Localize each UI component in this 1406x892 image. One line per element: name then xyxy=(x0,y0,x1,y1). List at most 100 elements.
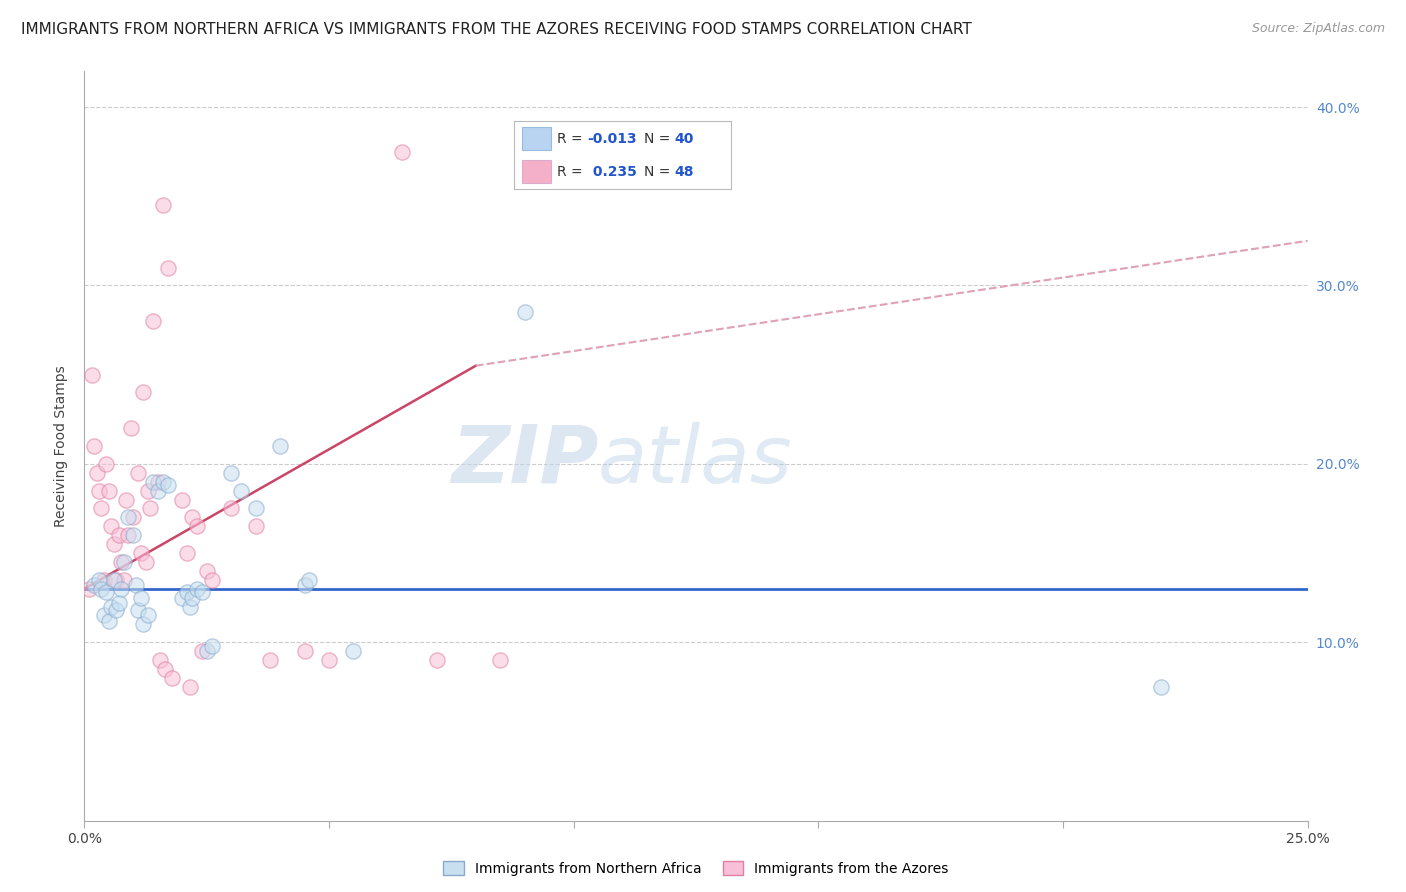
Point xyxy=(219,501,242,516)
Point xyxy=(110,555,132,569)
Point xyxy=(87,573,110,587)
Point xyxy=(129,546,152,560)
Point xyxy=(153,662,176,676)
Point xyxy=(132,617,155,632)
Point xyxy=(489,653,512,667)
Point xyxy=(110,582,132,596)
Point xyxy=(105,573,128,587)
Point xyxy=(156,478,179,492)
Point xyxy=(176,546,198,560)
Point xyxy=(136,483,159,498)
Point xyxy=(259,653,281,667)
Point xyxy=(142,314,165,328)
Point xyxy=(139,501,162,516)
Text: ZIP: ZIP xyxy=(451,422,598,500)
Point xyxy=(103,537,125,551)
Point xyxy=(86,466,108,480)
Point xyxy=(172,492,194,507)
Text: N =: N = xyxy=(644,132,675,145)
Text: IMMIGRANTS FROM NORTHERN AFRICA VS IMMIGRANTS FROM THE AZORES RECEIVING FOOD STA: IMMIGRANTS FROM NORTHERN AFRICA VS IMMIG… xyxy=(21,22,972,37)
Point xyxy=(195,564,218,578)
Point xyxy=(105,603,128,617)
Point xyxy=(318,653,340,667)
Point xyxy=(136,608,159,623)
Point xyxy=(179,599,201,614)
Point xyxy=(181,591,204,605)
Point xyxy=(152,198,174,212)
Text: atlas: atlas xyxy=(598,422,793,500)
Point xyxy=(120,421,142,435)
Point xyxy=(294,644,316,658)
Point xyxy=(117,528,139,542)
Point xyxy=(90,501,112,516)
Point xyxy=(132,385,155,400)
Point xyxy=(87,483,110,498)
Point xyxy=(269,439,291,453)
Point xyxy=(1150,680,1173,694)
Point xyxy=(97,614,120,628)
Point xyxy=(426,653,449,667)
Point xyxy=(179,680,201,694)
Point xyxy=(112,573,135,587)
Legend: Immigrants from Northern Africa, Immigrants from the Azores: Immigrants from Northern Africa, Immigra… xyxy=(437,855,955,881)
Point xyxy=(162,671,184,685)
Point xyxy=(100,599,122,614)
Point xyxy=(219,466,242,480)
Point xyxy=(96,457,118,471)
Point xyxy=(172,591,194,605)
Point xyxy=(117,510,139,524)
Text: 40: 40 xyxy=(675,132,695,145)
Point xyxy=(127,466,149,480)
Point xyxy=(176,585,198,599)
Point xyxy=(129,591,152,605)
Point xyxy=(125,578,148,592)
Point xyxy=(80,368,103,382)
Point xyxy=(245,501,267,516)
Text: R =: R = xyxy=(557,165,588,178)
Text: 48: 48 xyxy=(675,165,695,178)
Point xyxy=(77,582,100,596)
Point xyxy=(342,644,364,658)
Point xyxy=(122,510,145,524)
Point xyxy=(107,528,129,542)
Point xyxy=(200,639,222,653)
Point xyxy=(391,145,413,159)
Text: -0.013: -0.013 xyxy=(588,132,637,145)
Point xyxy=(294,578,316,592)
Point xyxy=(142,475,165,489)
Text: N =: N = xyxy=(644,165,675,178)
Point xyxy=(298,573,321,587)
Point xyxy=(195,644,218,658)
Point xyxy=(181,510,204,524)
Point xyxy=(191,644,214,658)
Text: R =: R = xyxy=(557,132,588,145)
Point xyxy=(229,483,252,498)
Point xyxy=(83,578,105,592)
Bar xyxy=(522,127,551,151)
Point xyxy=(96,585,118,599)
Text: Source: ZipAtlas.com: Source: ZipAtlas.com xyxy=(1251,22,1385,36)
Point xyxy=(152,475,174,489)
Point xyxy=(146,475,169,489)
Point xyxy=(115,492,138,507)
Point xyxy=(149,653,172,667)
Point xyxy=(186,582,208,596)
Point xyxy=(83,439,105,453)
Point xyxy=(146,483,169,498)
Point xyxy=(90,582,112,596)
Point xyxy=(156,260,179,275)
Y-axis label: Receiving Food Stamps: Receiving Food Stamps xyxy=(53,365,67,527)
Point xyxy=(107,596,129,610)
Bar xyxy=(522,160,551,183)
Point xyxy=(100,519,122,533)
Point xyxy=(127,603,149,617)
Point xyxy=(135,555,157,569)
Point xyxy=(186,519,208,533)
Point xyxy=(513,305,536,319)
Point xyxy=(200,573,222,587)
Point xyxy=(103,573,125,587)
Text: 0.235: 0.235 xyxy=(588,165,637,178)
Point xyxy=(97,483,120,498)
Point xyxy=(122,528,145,542)
Point xyxy=(245,519,267,533)
